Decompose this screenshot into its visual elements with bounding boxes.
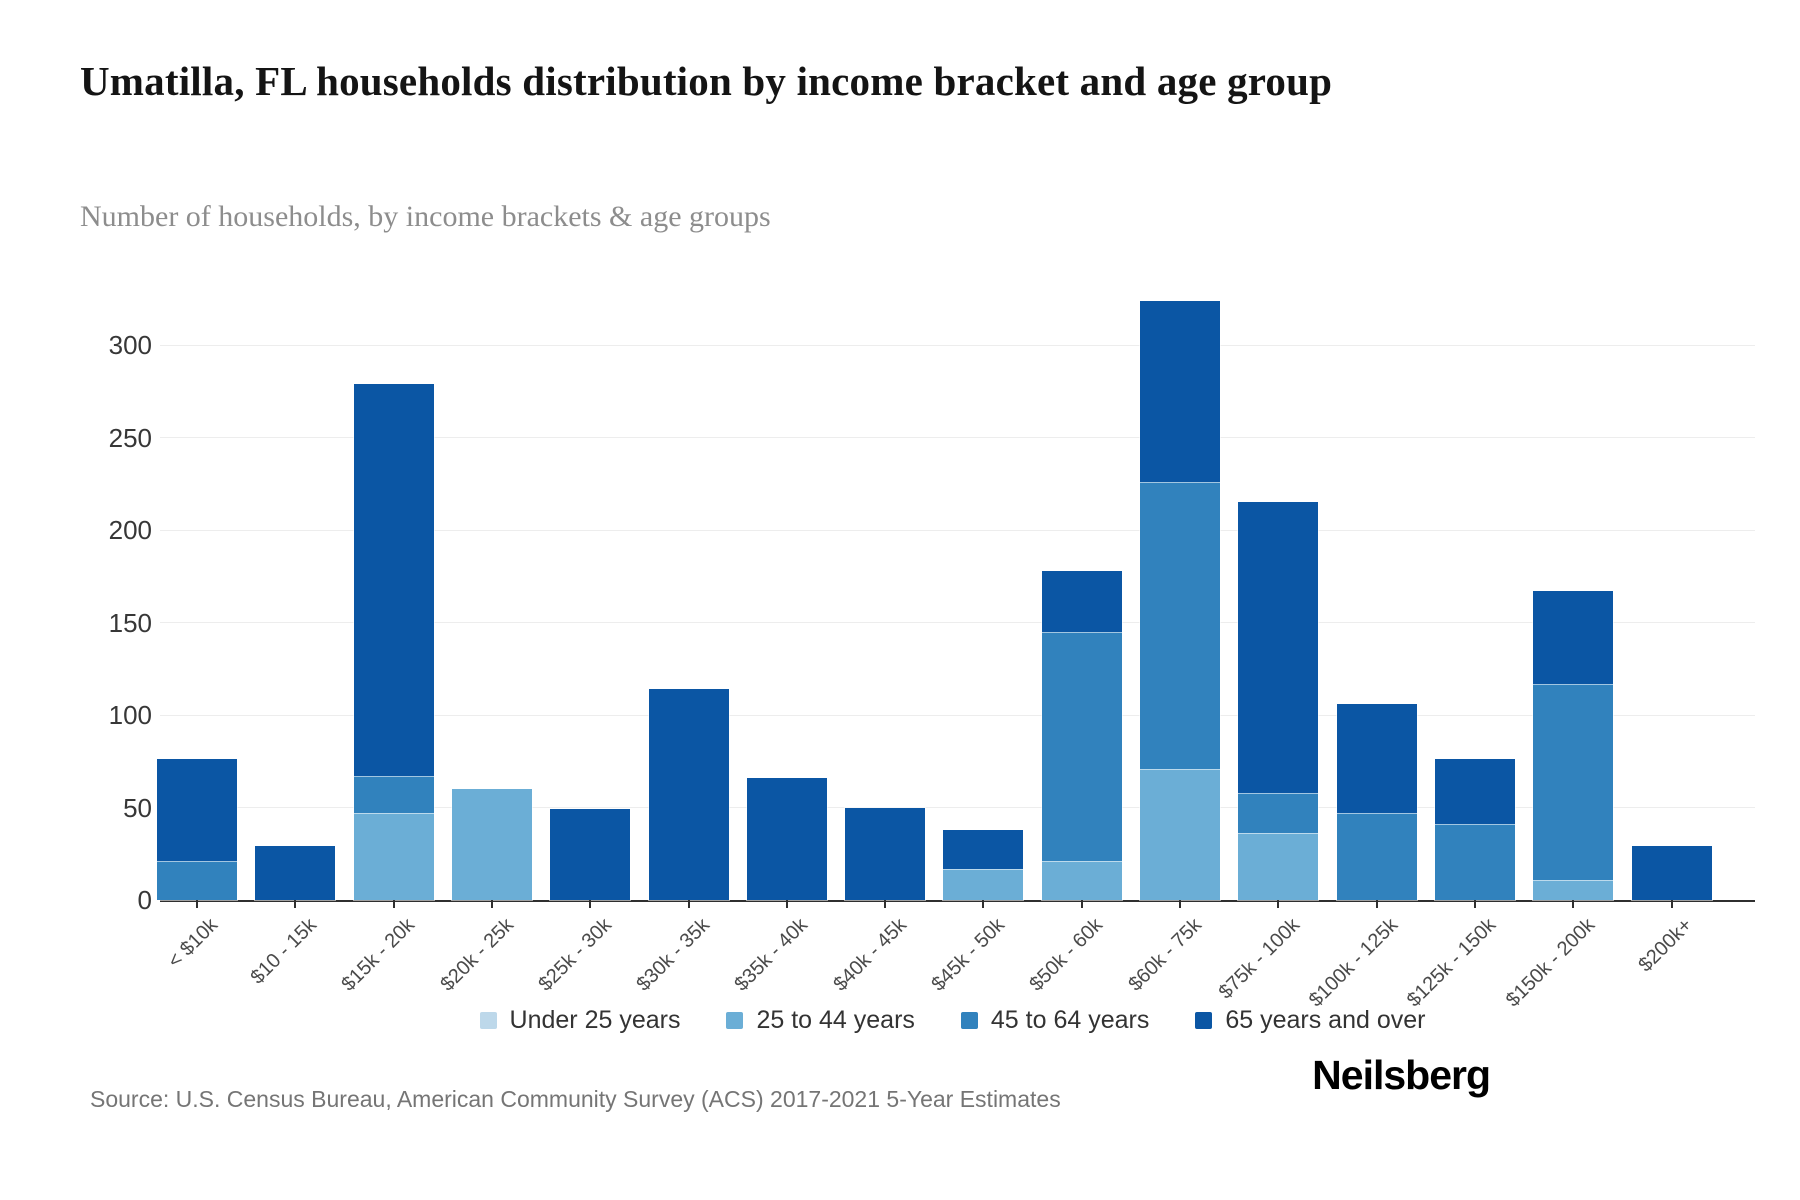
legend-item[interactable]: 65 years and over [1195, 1006, 1425, 1035]
bar-segment[interactable] [1433, 823, 1516, 901]
bar-segment[interactable] [1139, 767, 1221, 901]
bar-segment[interactable] [1335, 702, 1418, 815]
x-tick-label: < $10k [164, 914, 223, 973]
gridline [160, 622, 1755, 623]
x-axis-tick [785, 900, 788, 908]
bar-segment[interactable] [352, 812, 435, 901]
legend-label: Under 25 years [509, 1006, 681, 1034]
bar-segment[interactable] [1532, 682, 1615, 881]
x-axis-tick [1473, 900, 1476, 908]
bar-segment[interactable] [156, 860, 238, 901]
legend-swatch [1195, 1012, 1213, 1029]
x-axis-tick [196, 900, 198, 908]
bar-segment[interactable] [1630, 845, 1713, 901]
bar-segment[interactable] [156, 758, 238, 863]
chart-subtitle: Number of households, by income brackets… [80, 200, 771, 233]
y-tick-label: 150 [108, 607, 152, 638]
x-axis-tick [1375, 900, 1378, 908]
bar-segment[interactable] [1139, 480, 1221, 770]
chart-title: Umatilla, FL households distribution by … [80, 58, 1333, 104]
x-tick-label: $15k - 20k [337, 914, 420, 996]
bar-segment[interactable] [1532, 878, 1615, 902]
legend-label: 25 to 44 years [756, 1006, 915, 1034]
bar-segment[interactable] [352, 775, 435, 815]
x-axis-tick [1277, 900, 1280, 908]
y-tick-label: 100 [108, 700, 152, 730]
bar-segment[interactable] [745, 776, 828, 901]
x-axis-tick [884, 900, 887, 908]
x-tick-label: $125k - 150k [1403, 914, 1501, 1012]
legend-item[interactable]: 45 to 64 years [960, 1006, 1150, 1035]
x-axis-tick [392, 900, 395, 908]
bar-segment[interactable] [942, 828, 1025, 870]
x-axis-tick [490, 900, 493, 908]
bar-segment[interactable] [450, 788, 533, 901]
x-axis-tick [1572, 900, 1575, 908]
x-tick-label: $25k - 30k [534, 914, 616, 996]
legend: Under 25 years 25 to 44 years 45 to 64 yea… [150, 1006, 1755, 1035]
bar-segment[interactable] [1237, 832, 1320, 901]
y-tick-label: 0 [137, 885, 152, 915]
neilsberg-logo[interactable]: Neilsberg [1312, 1052, 1491, 1098]
bar-segment[interactable] [647, 688, 730, 901]
bar-segment[interactable] [1040, 630, 1123, 863]
bar-segment[interactable] [1335, 812, 1418, 901]
bar-segment[interactable] [254, 845, 337, 901]
x-tick-label: $150k - 200k [1501, 914, 1599, 1012]
bar-segment[interactable] [1040, 569, 1123, 633]
x-tick-label: $50k - 60k [1025, 914, 1108, 996]
bar-segment[interactable] [1040, 860, 1123, 901]
bar-segment[interactable] [549, 808, 632, 901]
x-axis-tick [294, 900, 297, 908]
x-tick-label: $10 - 15k [246, 914, 321, 989]
legend-swatch [726, 1012, 744, 1029]
y-tick-label: 300 [108, 330, 152, 360]
bar-segment[interactable] [1433, 758, 1516, 826]
y-tick-label: 250 [108, 422, 152, 453]
x-tick-label: $100k - 125k [1304, 914, 1403, 1012]
source-note: Source: U.S. Census Bureau, American Com… [90, 1086, 1061, 1112]
x-tick-label: $60k - 75k [1123, 914, 1206, 996]
legend-swatch [960, 1012, 978, 1029]
legend-swatch [479, 1012, 497, 1029]
gridline [160, 529, 1755, 531]
x-tick-label: $30k - 35k [632, 914, 715, 996]
gridline [160, 344, 1755, 346]
y-tick-label: 200 [108, 515, 152, 545]
x-axis-tick [589, 900, 592, 908]
x-tick-label: $35k - 40k [730, 914, 813, 996]
bar-segment[interactable] [352, 382, 435, 778]
bar-segment[interactable] [1139, 299, 1221, 483]
legend-label: 65 years and over [1225, 1006, 1426, 1034]
x-axis-tick [1080, 900, 1083, 908]
x-tick-label: $45k - 50k [927, 914, 1009, 996]
x-tick-label: $40k - 45k [829, 914, 911, 996]
gridline [160, 807, 1755, 808]
bar-segment[interactable] [1237, 791, 1320, 835]
bar-segment[interactable] [1532, 590, 1615, 685]
legend-label: 45 to 64 years [990, 1006, 1150, 1034]
bar-segment[interactable] [942, 867, 1025, 901]
x-axis-tick [982, 900, 985, 908]
y-tick-label: 50 [123, 792, 152, 823]
x-tick-label: $20k - 25k [435, 914, 518, 996]
legend-item[interactable]: 25 to 44 years [726, 1006, 915, 1035]
legend-item[interactable]: Under 25 years [479, 1006, 681, 1035]
x-tick-label: $200k+ [1634, 914, 1698, 977]
x-axis-tick [687, 900, 690, 908]
bar-segment[interactable] [1237, 501, 1320, 794]
gridline [160, 714, 1755, 716]
x-axis-tick [1670, 900, 1673, 908]
bar-segment[interactable] [844, 806, 927, 901]
x-axis-line [160, 900, 1755, 902]
x-tick-label: $75k - 100k [1214, 914, 1304, 1004]
x-axis-tick [1179, 900, 1181, 908]
gridline [160, 437, 1755, 438]
